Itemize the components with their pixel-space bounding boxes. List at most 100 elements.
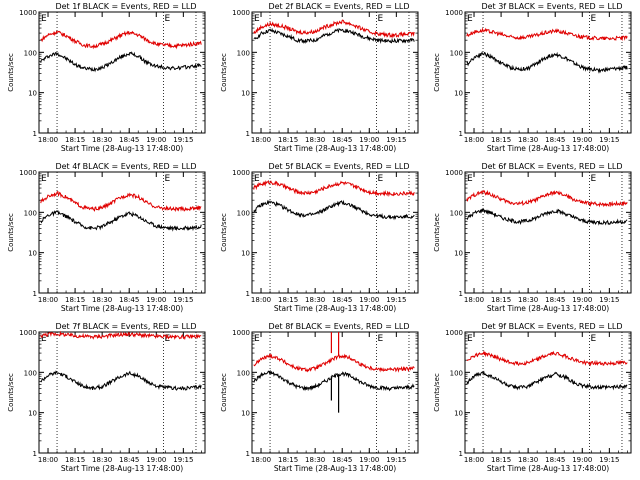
y-tick-label: 100: [237, 209, 250, 217]
x-tick-label: 19:15: [599, 136, 619, 144]
detector-panel-9: Det 9f BLACK = Events, RED = LLD 1 10 100 10…: [426, 320, 639, 480]
y-tick-label: 1: [459, 130, 463, 138]
plot-frame: [38, 331, 206, 454]
plot-frame: [38, 171, 206, 294]
x-tick-label: 18:15: [278, 296, 298, 304]
x-tick-label: 19:00: [146, 136, 166, 144]
panel-title: Det 4f BLACK = Events, RED = LLD: [55, 162, 196, 171]
x-tick-label: 18:45: [545, 136, 565, 144]
detector-panel-1: Det 1f BLACK = Events, RED = LLD 1 10 100 10…: [0, 0, 213, 160]
y-tick-label: 1: [246, 130, 250, 138]
y-axis-label: Counts/sec: [7, 213, 15, 252]
x-axis-label: Start Time (28-Aug-13 17:48:00): [274, 144, 396, 153]
x-tick-label: 18:30: [518, 136, 538, 144]
e-marker: E: [378, 334, 384, 344]
y-tick-label: 100: [24, 209, 37, 217]
y-tick-label: 1000: [232, 9, 250, 17]
x-tick-label: 18:45: [119, 456, 139, 464]
x-axis-label: Start Time (28-Aug-13 17:48:00): [274, 304, 396, 313]
detector-panel-2: Det 2f BLACK = Events, RED = LLD 1 10 100 10…: [213, 0, 426, 160]
panel-title: Det 5f BLACK = Events, RED = LLD: [268, 162, 409, 171]
x-tick-label: 18:45: [119, 296, 139, 304]
x-tick-label: 19:15: [599, 456, 619, 464]
plot-frame: [251, 11, 419, 134]
detector-chart: Det 3f BLACK = Events, RED = LLD 1 10 100 10…: [433, 2, 632, 153]
x-tick-label: 18:15: [491, 296, 511, 304]
plot-frame: [38, 11, 206, 134]
x-tick-label: 18:15: [491, 136, 511, 144]
x-tick-label: 18:00: [251, 136, 271, 144]
y-tick-label: 10: [28, 90, 37, 98]
x-axis-label: Start Time (28-Aug-13 17:48:00): [487, 304, 609, 313]
y-tick-label: 10: [241, 90, 250, 98]
x-tick-label: 19:00: [572, 136, 592, 144]
x-tick-label: 18:30: [518, 296, 538, 304]
series-line-lld: [253, 19, 415, 39]
x-tick-label: 19:15: [173, 296, 193, 304]
series-line-events: [253, 27, 415, 44]
plot-frame: [251, 171, 419, 294]
x-tick-label: 18:15: [278, 136, 298, 144]
y-tick-label: 10: [241, 250, 250, 258]
y-tick-label: 100: [237, 49, 250, 57]
e-marker: E: [41, 334, 47, 344]
series-line-events: [466, 370, 628, 391]
y-tick-label: 1000: [19, 169, 37, 177]
x-axis-label: Start Time (28-Aug-13 17:48:00): [61, 144, 183, 153]
e-marker: E: [254, 14, 260, 24]
y-tick-label: 1000: [445, 169, 463, 177]
y-tick-label: 1000: [19, 329, 37, 337]
x-tick-label: 18:30: [92, 456, 112, 464]
x-tick-label: 18:30: [92, 136, 112, 144]
x-tick-label: 18:30: [305, 296, 325, 304]
x-tick-label: 18:15: [65, 296, 85, 304]
y-tick-label: 10: [454, 90, 463, 98]
series-line-events: [40, 210, 202, 232]
detector-chart: Det 7f BLACK = Events, RED = LLD 1 10 100 10…: [7, 322, 206, 473]
detector-chart: Det 6f BLACK = Events, RED = LLD 1 10 100 10…: [433, 162, 632, 313]
y-tick-label: 10: [28, 410, 37, 418]
series-line-events: [466, 51, 628, 74]
panel-title: Det 6f BLACK = Events, RED = LLD: [481, 162, 622, 171]
plot-frame: [464, 331, 632, 454]
y-tick-label: 100: [450, 369, 463, 377]
x-tick-label: 18:00: [464, 136, 484, 144]
x-tick-label: 18:45: [545, 296, 565, 304]
y-tick-label: 10: [454, 410, 463, 418]
x-axis-label: Start Time (28-Aug-13 17:48:00): [487, 464, 609, 473]
y-tick-label: 100: [24, 369, 37, 377]
x-axis-label: Start Time (28-Aug-13 17:48:00): [487, 144, 609, 153]
e-marker: E: [591, 334, 597, 344]
x-tick-label: 18:00: [38, 456, 58, 464]
x-tick-label: 18:30: [305, 136, 325, 144]
e-marker: E: [591, 174, 597, 184]
detector-chart: Det 1f BLACK = Events, RED = LLD 1 10 100 10…: [7, 2, 206, 153]
panel-title: Det 9f BLACK = Events, RED = LLD: [481, 322, 622, 331]
e-marker: E: [467, 334, 473, 344]
y-tick-label: 1: [33, 450, 37, 458]
x-tick-label: 18:00: [251, 456, 271, 464]
plot-frame: [251, 331, 419, 454]
y-axis-label: Counts/sec: [220, 213, 228, 252]
y-tick-label: 1: [459, 290, 463, 298]
x-axis-label: Start Time (28-Aug-13 17:48:00): [61, 304, 183, 313]
y-tick-label: 10: [28, 250, 37, 258]
plot-frame: [464, 171, 632, 294]
plot-frame: [464, 11, 632, 134]
e-marker: E: [165, 14, 171, 24]
y-axis-label: Counts/sec: [220, 53, 228, 92]
x-tick-label: 19:15: [386, 136, 406, 144]
series-line-lld: [466, 27, 628, 42]
e-marker: E: [467, 174, 473, 184]
y-axis-label: Counts/sec: [7, 53, 15, 92]
x-tick-label: 18:45: [332, 296, 352, 304]
series-line-lld: [253, 179, 415, 198]
x-tick-label: 18:45: [119, 136, 139, 144]
x-tick-label: 19:00: [146, 456, 166, 464]
series-line-lld: [466, 189, 628, 208]
detector-panel-8: Det 8f BLACK = Events, RED = LLD 1 10 100 10…: [213, 320, 426, 480]
e-marker: E: [41, 14, 47, 24]
series-line-events: [466, 207, 628, 226]
x-tick-label: 19:00: [359, 136, 379, 144]
